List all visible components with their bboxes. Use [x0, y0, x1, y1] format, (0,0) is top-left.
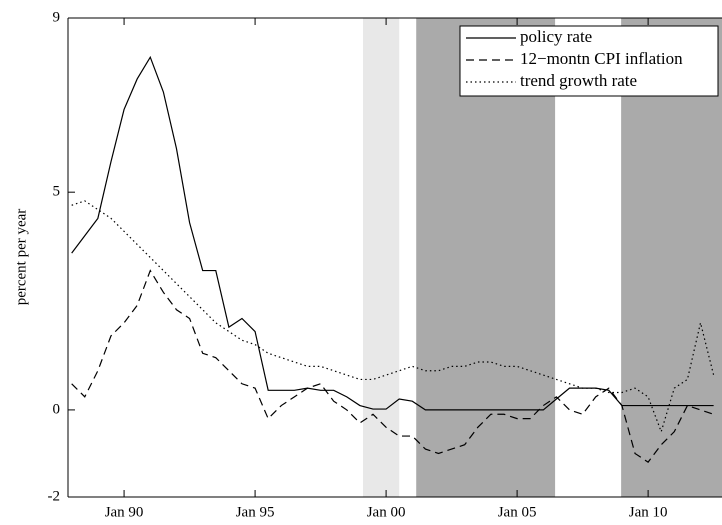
x-tick-label: Jan 00 [367, 504, 406, 520]
x-tick-label: Jan 10 [629, 504, 668, 520]
legend-label: policy rate [520, 27, 592, 46]
plot-lines [71, 55, 715, 463]
series-line [71, 200, 715, 434]
x-tick-label: Jan 90 [105, 504, 144, 520]
legend-label: 12−montn CPI inflation [520, 49, 683, 68]
y-tick-label: -2 [48, 488, 61, 504]
shaded-region [363, 18, 400, 497]
legend-label: trend growth rate [520, 71, 637, 90]
shaded-regions [363, 18, 722, 497]
y-axis-label: percent per year [13, 209, 29, 306]
shaded-region [621, 18, 722, 497]
y-tick-label: 0 [53, 401, 61, 417]
y-tick-label: 5 [53, 184, 61, 200]
legend: policy rate 12−montn CPI inflation trend g… [459, 25, 719, 97]
shaded-region [416, 18, 556, 497]
y-tick-label: 9 [53, 9, 61, 25]
x-tick-label: Jan 05 [498, 504, 537, 520]
axes: -2 0 5 9 Jan 90 Jan 95 Jan 00 Jan 05 Jan 10 [48, 9, 722, 520]
series-line [71, 269, 714, 463]
x-tick-label: Jan 95 [236, 504, 275, 520]
